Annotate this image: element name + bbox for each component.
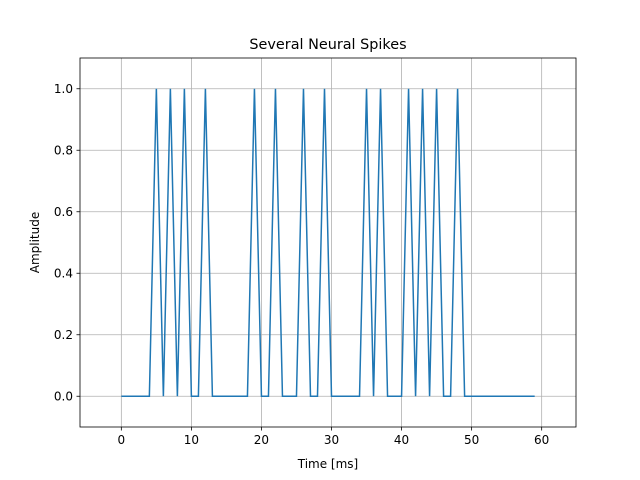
y-tick-label: 0.8 xyxy=(54,144,73,158)
x-tick-label: 50 xyxy=(464,433,479,447)
x-tick-label: 10 xyxy=(184,433,199,447)
y-tick-label: 0.6 xyxy=(54,205,73,219)
x-axis-label: Time [ms] xyxy=(297,457,359,471)
y-tick-label: 0.0 xyxy=(54,390,73,404)
x-tick-label: 30 xyxy=(324,433,339,447)
y-tick-label: 0.4 xyxy=(54,267,73,281)
y-tick-label: 1.0 xyxy=(54,82,73,96)
series-group xyxy=(121,88,535,397)
x-tick-label: 40 xyxy=(394,433,409,447)
chart-title: Several Neural Spikes xyxy=(249,37,406,53)
y-tick-label: 0.2 xyxy=(54,328,73,342)
y-axis-label: Amplitude xyxy=(28,212,42,274)
series-line xyxy=(121,88,535,397)
axes-frame xyxy=(79,57,577,428)
x-tick-label: 60 xyxy=(534,433,549,447)
ticks: 0 10 20 30 40 50 60 0.0 0.2 0.4 0.6 0.8 1.0 xyxy=(54,82,549,447)
x-tick-label: 20 xyxy=(254,433,269,447)
x-tick-label: 0 xyxy=(118,433,126,447)
